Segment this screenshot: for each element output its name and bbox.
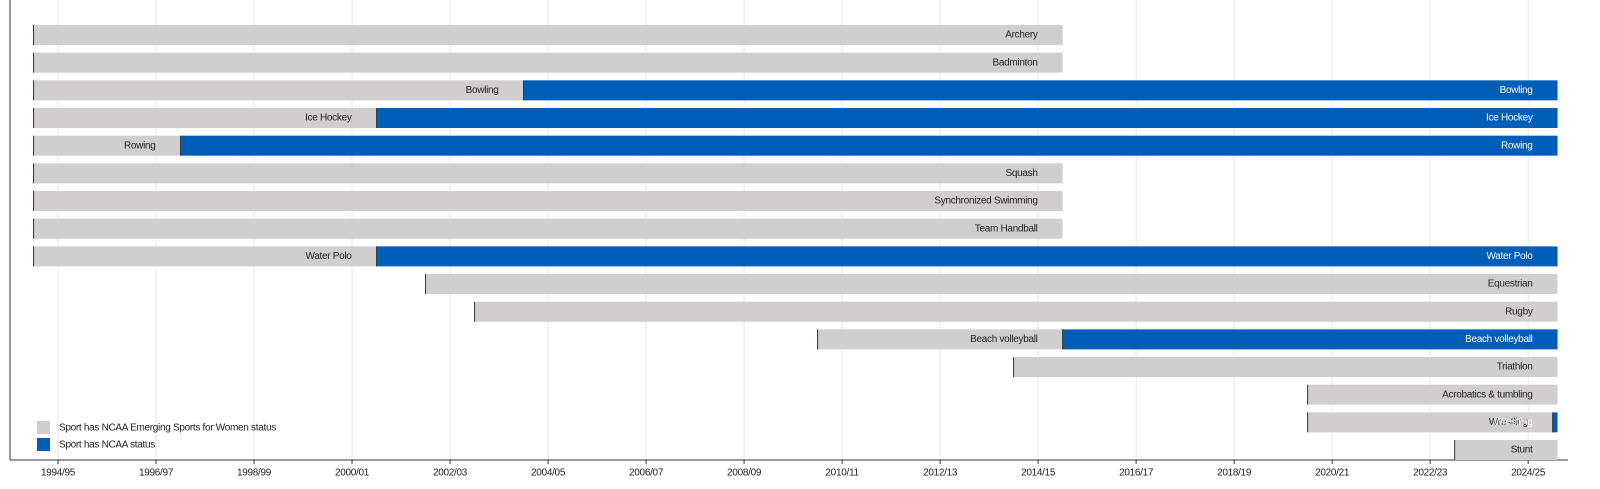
bar-label: Bowling — [466, 85, 499, 96]
bar-label: Squash — [1005, 168, 1037, 179]
bar-label: Rowing — [124, 140, 156, 151]
ncaa-bar — [376, 108, 1558, 129]
bar-label: Triathlon — [1497, 362, 1533, 373]
bar-label: Synchronized Swimming — [934, 196, 1037, 207]
bar-label: Rugby — [1505, 306, 1533, 317]
x-tick-label: 2020/21 — [1315, 468, 1350, 479]
emerging-bar — [474, 301, 1558, 322]
x-tick-label: 2004/05 — [531, 468, 566, 479]
emerging-bar — [33, 108, 377, 129]
bar-label: Beach volleyball — [1465, 334, 1533, 345]
emerging-bar — [33, 135, 181, 156]
emerging-bar — [817, 329, 1063, 350]
bar-label: Bowling — [1500, 85, 1533, 96]
emerging-bar — [425, 274, 1558, 295]
x-tick-label: 1998/99 — [237, 468, 272, 479]
emerging-bar — [33, 25, 1063, 45]
bar-label: Beach volleyball — [970, 334, 1038, 345]
bar-label: Ice Hockey — [1486, 113, 1533, 124]
emerging-bar — [33, 246, 377, 267]
bar-label: Water Polo — [1486, 251, 1533, 262]
x-tick-label: 2022/23 — [1413, 468, 1448, 479]
x-tick-label: 2014/15 — [1021, 468, 1056, 479]
emerging-bar — [1013, 357, 1558, 378]
x-tick-label: 2018/19 — [1217, 468, 1252, 479]
x-tick-label: 1994/95 — [41, 468, 76, 479]
x-tick-label: 2006/07 — [629, 468, 664, 479]
x-tick-label: 1996/97 — [139, 468, 174, 479]
bar-label: Badminton — [992, 57, 1037, 68]
x-tick-label: 2024/25 — [1511, 468, 1546, 479]
emerging-bar — [33, 191, 1063, 212]
emerging-bar — [1307, 412, 1553, 433]
x-tick-label: 2002/03 — [433, 468, 468, 479]
emerging-bar — [1454, 440, 1558, 461]
ncaa-bar — [1062, 329, 1558, 350]
emerging-bar — [33, 163, 1063, 184]
bar-label: Wrestling — [1489, 417, 1528, 428]
bar-label: Stunt — [1511, 445, 1533, 456]
emerging-bar — [1307, 384, 1558, 405]
bar-label: Ice Hockey — [305, 113, 352, 124]
bar-label: Archery — [1005, 30, 1038, 41]
x-tick-label: 2008/09 — [727, 468, 762, 479]
x-tick-label: 2016/17 — [1119, 468, 1154, 479]
emerging-bar — [33, 218, 1063, 239]
emerging-bar — [33, 80, 524, 101]
ncaa-bar — [180, 135, 1558, 156]
bar-label: Team Handball — [975, 223, 1038, 234]
legend-swatch — [37, 438, 50, 451]
bar-label: Equestrian — [1488, 279, 1533, 290]
legend-swatch — [37, 421, 50, 434]
x-tick-label: 2010/11 — [825, 468, 859, 479]
legend-label: Sport has NCAA Emerging Sports for Women… — [59, 423, 276, 434]
x-tick-label: 2012/13 — [923, 468, 958, 479]
bar-label: Rowing — [1501, 140, 1533, 151]
bar-label: Acrobatics & tumbling — [1442, 389, 1532, 400]
emerging-bar — [33, 52, 1063, 73]
ncaa-bar — [376, 246, 1558, 267]
bar-label: Wrestling — [1494, 417, 1533, 428]
ncaa-bar — [1552, 412, 1558, 433]
ncaa-bar — [523, 80, 1558, 101]
x-tick-label: 2000/01 — [335, 468, 370, 479]
legend-label: Sport has NCAA status — [59, 440, 155, 451]
bar-label: Water Polo — [305, 251, 352, 262]
